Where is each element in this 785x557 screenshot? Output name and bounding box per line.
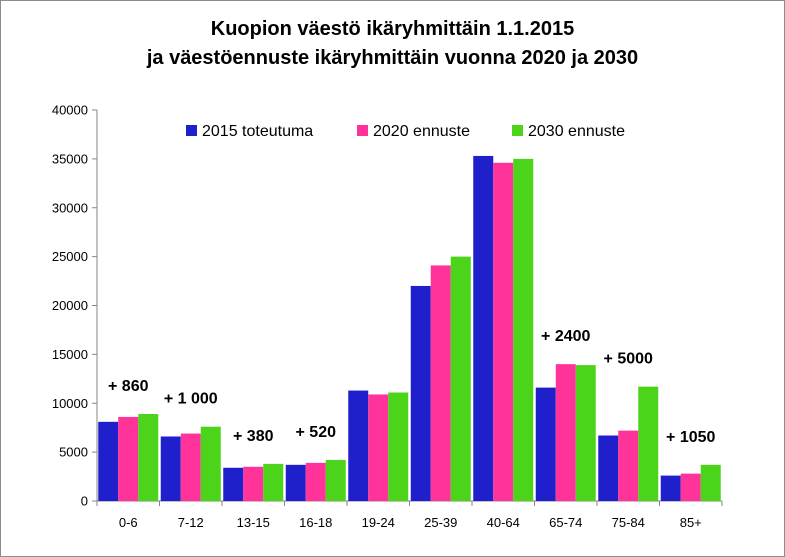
x-tick-label: 16-18 bbox=[299, 515, 332, 530]
legend-swatch bbox=[512, 125, 523, 136]
bar-65-74-2015-toteutuma bbox=[535, 387, 556, 501]
bar-19-24-2030-ennuste bbox=[388, 392, 409, 501]
bar-16-18-2020-ennuste bbox=[305, 462, 326, 501]
bar-25-39-2015-toteutuma bbox=[410, 285, 431, 501]
chart-title-block: Kuopion väestö ikäryhmittäin 1.1.2015 ja… bbox=[1, 15, 784, 73]
bar-13-15-2020-ennuste bbox=[243, 466, 264, 501]
bar-13-15-2030-ennuste bbox=[263, 463, 284, 501]
x-tick-label: 65-74 bbox=[549, 515, 582, 530]
y-tick-label: 25000 bbox=[52, 249, 88, 264]
y-tick-label: 40000 bbox=[52, 103, 88, 118]
bar-40-64-2020-ennuste bbox=[493, 162, 514, 501]
bar-16-18-2015-toteutuma bbox=[285, 464, 306, 501]
y-tick-label: 30000 bbox=[52, 200, 88, 215]
y-tick-label: 15000 bbox=[52, 347, 88, 362]
bar-7-12-2015-toteutuma bbox=[160, 436, 181, 501]
category-labels: 0-6 7-12 13-15 16-18 19-24 25-39 40-64 65-74 75-… bbox=[119, 515, 702, 530]
bar-0-6-2020-ennuste bbox=[118, 416, 139, 501]
bar-65-74-2020-ennuste bbox=[555, 364, 576, 501]
y-tick-label: 10000 bbox=[52, 396, 88, 411]
x-tick-label: 19-24 bbox=[362, 515, 395, 530]
x-tick-label: 85+ bbox=[680, 515, 702, 530]
bar-25-39-2020-ennuste bbox=[430, 265, 451, 501]
x-tick-label: 25-39 bbox=[424, 515, 457, 530]
bar-7-12-2030-ennuste bbox=[200, 426, 221, 501]
change-annotation: + 2400 bbox=[541, 328, 590, 345]
change-annotation: + 380 bbox=[233, 428, 274, 445]
x-tick-label: 7-12 bbox=[178, 515, 204, 530]
bar-0-6-2015-toteutuma bbox=[98, 421, 119, 501]
bar-75-84-2020-ennuste bbox=[618, 430, 639, 501]
change-annotation: + 1 000 bbox=[164, 391, 218, 408]
y-tick-label: 20000 bbox=[52, 298, 88, 313]
y-tick-label: 0 bbox=[81, 494, 88, 509]
bar-25-39-2030-ennuste bbox=[450, 256, 471, 501]
legend-swatch bbox=[186, 125, 197, 136]
bar-65-74-2030-ennuste bbox=[575, 365, 596, 501]
legend-swatch bbox=[357, 125, 368, 136]
bar-85+-2030-ennuste bbox=[700, 464, 721, 501]
change-annotation: + 520 bbox=[296, 424, 337, 441]
y-tick-label: 35000 bbox=[52, 151, 88, 166]
x-tick-label: 75-84 bbox=[612, 515, 645, 530]
annotations: + 860 + 1 000 + 380 + 520 + 2400 + 5000 + 1050 bbox=[108, 328, 716, 446]
legend-label: 2020 ennuste bbox=[373, 123, 470, 140]
bar-19-24-2015-toteutuma bbox=[348, 390, 369, 501]
change-annotation: + 860 bbox=[108, 378, 149, 395]
change-annotation: + 1050 bbox=[666, 429, 715, 446]
change-annotation: + 5000 bbox=[604, 351, 653, 368]
bar-85+-2020-ennuste bbox=[680, 473, 701, 501]
legend-label: 2030 ennuste bbox=[528, 123, 625, 140]
legend: 2015 toteutuma 2020 ennuste 2030 ennuste bbox=[186, 123, 625, 140]
axes: 0 5000 10000 15000 20000 25000 30000 35000 40000 bbox=[52, 103, 723, 509]
x-tick-label: 13-15 bbox=[237, 515, 270, 530]
x-tick-label: 40-64 bbox=[487, 515, 520, 530]
legend-label: 2015 toteutuma bbox=[202, 123, 313, 140]
chart-title: Kuopion väestö ikäryhmittäin 1.1.2015 bbox=[210, 18, 575, 40]
bar-19-24-2020-ennuste bbox=[368, 394, 389, 501]
bar-75-84-2030-ennuste bbox=[638, 386, 659, 501]
x-tick-label: 0-6 bbox=[119, 515, 138, 530]
bar-7-12-2020-ennuste bbox=[180, 433, 201, 501]
y-tick-label: 5000 bbox=[59, 445, 88, 460]
bar-40-64-2015-toteutuma bbox=[473, 155, 494, 501]
bar-13-15-2015-toteutuma bbox=[223, 467, 244, 501]
chart-subtitle: ja väestöennuste ikäryhmittäin vuonna 20… bbox=[146, 47, 639, 69]
bar-85+-2015-toteutuma bbox=[660, 475, 681, 501]
bar-75-84-2015-toteutuma bbox=[598, 435, 619, 501]
bars bbox=[98, 155, 721, 501]
bar-0-6-2030-ennuste bbox=[138, 414, 159, 501]
bar-40-64-2030-ennuste bbox=[513, 158, 534, 501]
bar-16-18-2030-ennuste bbox=[325, 459, 346, 501]
